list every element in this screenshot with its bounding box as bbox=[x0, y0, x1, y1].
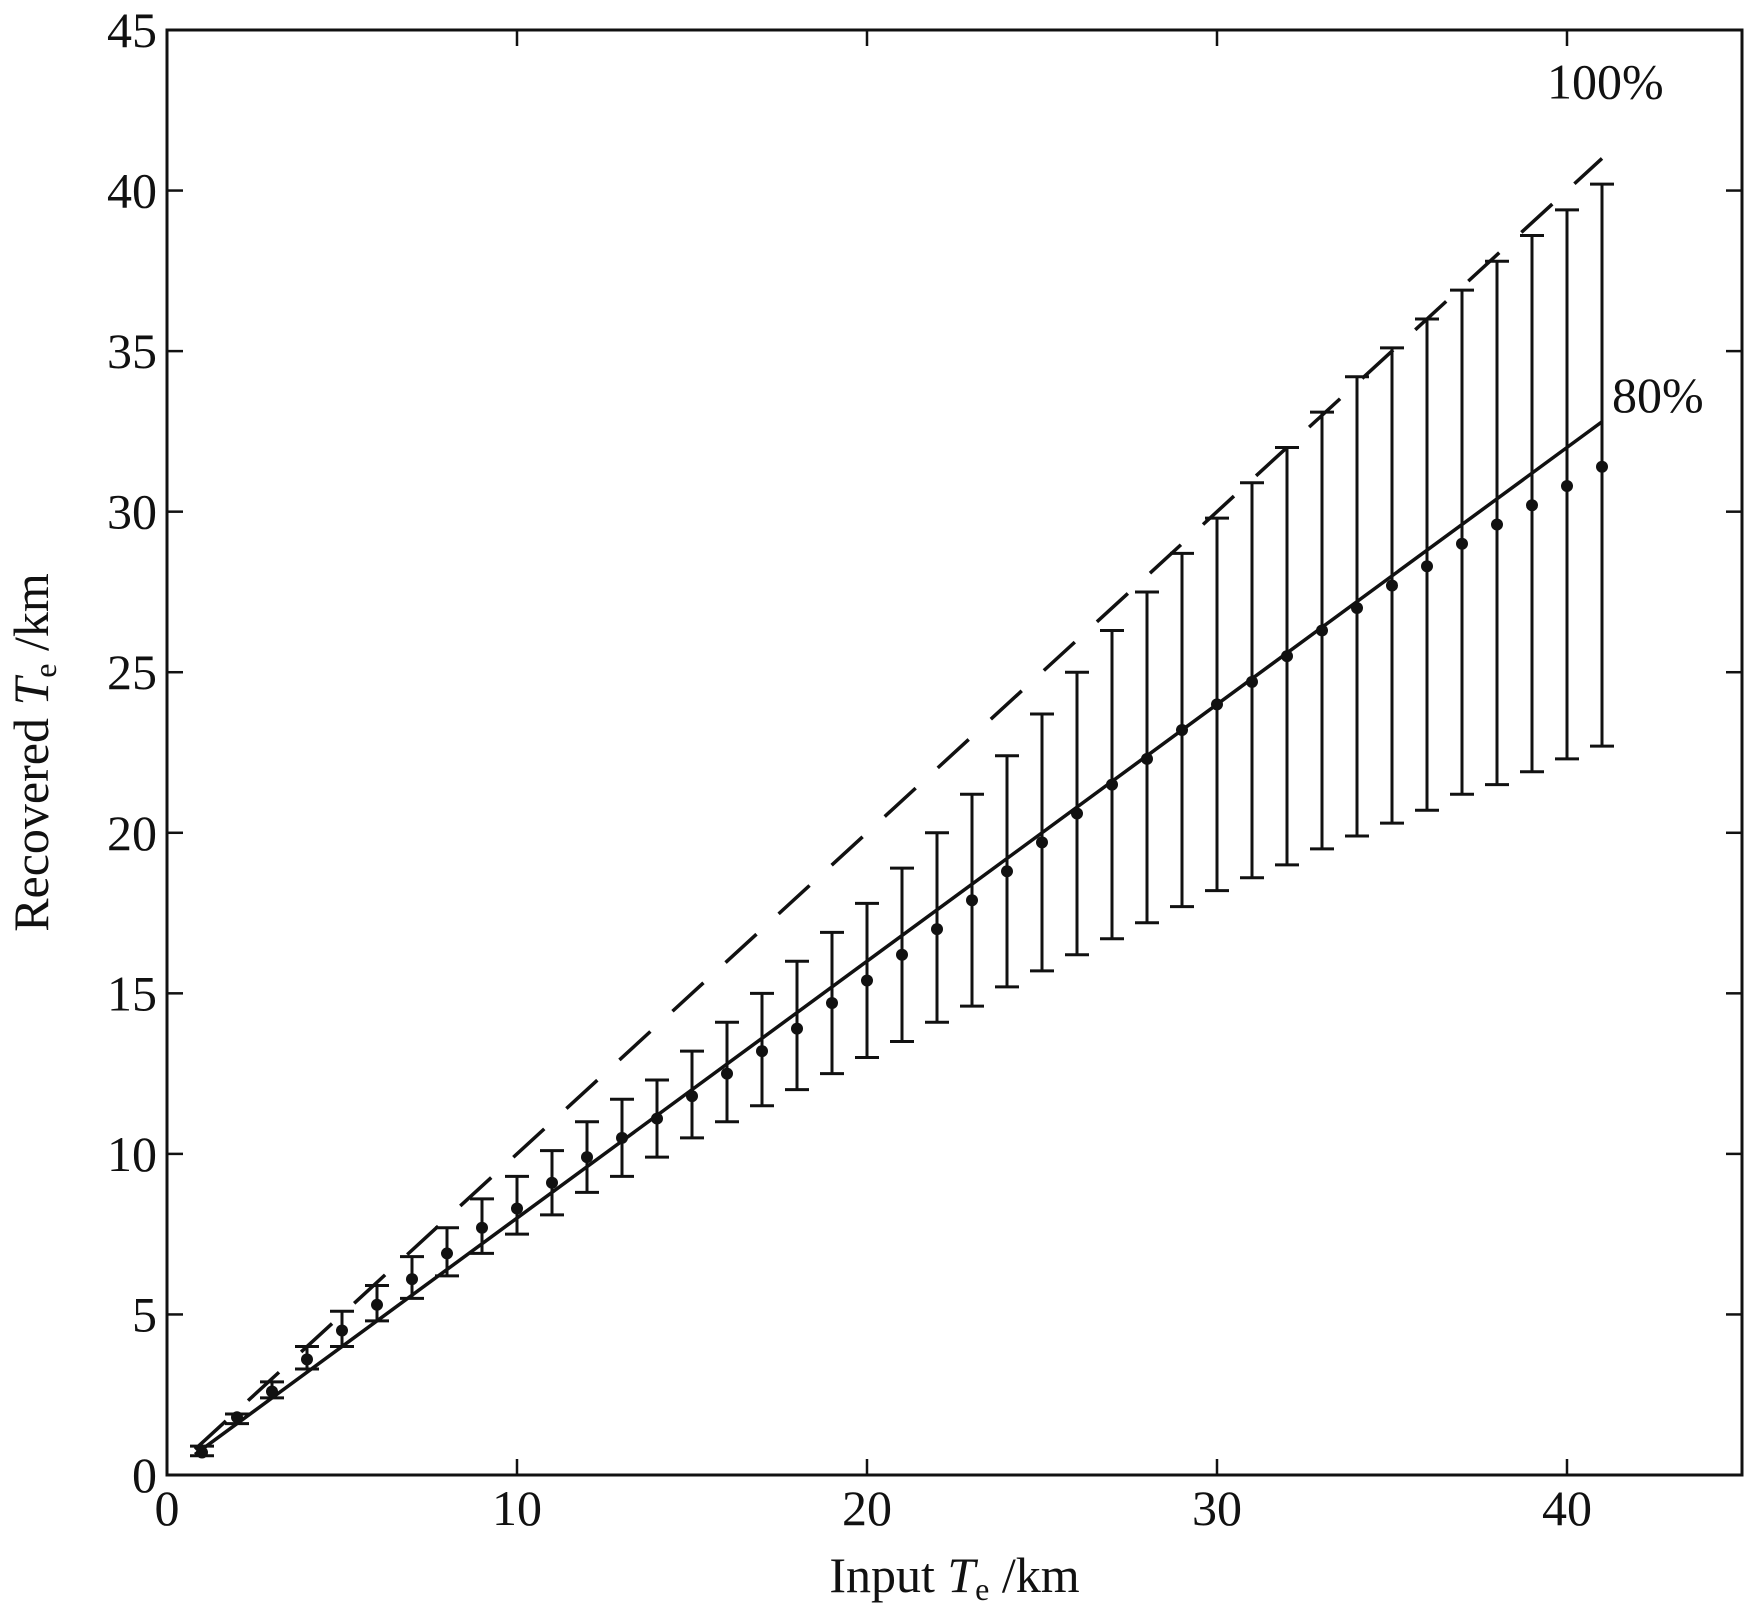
data-point-31 bbox=[1246, 675, 1258, 688]
data-point-34 bbox=[1351, 602, 1363, 614]
y-tick-label-35: 35 bbox=[107, 323, 157, 379]
y-tick-label-40: 40 bbox=[107, 163, 157, 219]
reference-label-80pct: 80% bbox=[1612, 367, 1704, 423]
data-point-26 bbox=[1071, 807, 1083, 820]
data-point-35 bbox=[1386, 579, 1398, 592]
reference-lines bbox=[193, 157, 1604, 1456]
error-bars bbox=[190, 182, 1614, 1458]
y-tick-label-0: 0 bbox=[132, 1447, 157, 1503]
data-point-27 bbox=[1106, 778, 1118, 791]
x-tick-label-30: 30 bbox=[1192, 1480, 1242, 1536]
data-point-30 bbox=[1211, 698, 1223, 711]
data-point-6 bbox=[371, 1298, 383, 1311]
data-point-19 bbox=[826, 996, 838, 1009]
data-point-15 bbox=[686, 1090, 698, 1103]
x-tick-label-20: 20 bbox=[842, 1480, 892, 1536]
data-point-33 bbox=[1316, 624, 1328, 637]
data-point-39 bbox=[1526, 499, 1538, 512]
data-point-16 bbox=[721, 1067, 733, 1080]
reference-line-100pct bbox=[193, 157, 1604, 1451]
y-axis-ticks: 0 5 10 15 20 25 30 35 40 45 bbox=[107, 2, 1742, 1503]
data-point-18 bbox=[791, 1022, 803, 1035]
plot-frame bbox=[165, 28, 1744, 1477]
x-tick-label-10: 10 bbox=[492, 1480, 542, 1536]
y-axis-label: Recovered Te /km bbox=[3, 573, 63, 932]
y-tick-label-45: 45 bbox=[107, 2, 157, 58]
data-point-17 bbox=[756, 1045, 768, 1058]
data-point-8 bbox=[441, 1247, 453, 1260]
y-tick-label-15: 15 bbox=[107, 965, 157, 1021]
data-point-9 bbox=[476, 1221, 488, 1234]
y-tick-label-25: 25 bbox=[107, 644, 157, 700]
data-point-21 bbox=[896, 948, 908, 961]
data-point-1 bbox=[196, 1446, 208, 1459]
reference-line-labels: 100% 80% bbox=[1547, 53, 1704, 422]
data-point-20 bbox=[861, 974, 873, 987]
data-point-25 bbox=[1036, 836, 1048, 849]
data-point-12 bbox=[581, 1151, 593, 1164]
data-point-29 bbox=[1176, 724, 1188, 737]
data-point-5 bbox=[336, 1324, 348, 1337]
x-tick-label-40: 40 bbox=[1542, 1480, 1592, 1536]
data-point-11 bbox=[546, 1176, 558, 1189]
reference-line-80pct bbox=[193, 420, 1604, 1456]
data-point-23 bbox=[966, 894, 978, 907]
data-point-38 bbox=[1491, 518, 1503, 531]
data-point-37 bbox=[1456, 537, 1468, 550]
x-tick-label-0: 0 bbox=[155, 1480, 180, 1536]
data-point-40 bbox=[1561, 479, 1573, 492]
y-tick-label-10: 10 bbox=[107, 1126, 157, 1182]
reference-label-100pct: 100% bbox=[1547, 53, 1664, 109]
data-point-2 bbox=[231, 1411, 243, 1424]
data-point-28 bbox=[1141, 752, 1153, 765]
x-axis-ticks: 0 10 20 30 40 bbox=[155, 30, 1592, 1536]
y-tick-label-5: 5 bbox=[132, 1286, 157, 1342]
y-tick-label-20: 20 bbox=[107, 805, 157, 861]
data-point-14 bbox=[651, 1112, 663, 1125]
data-point-22 bbox=[931, 923, 943, 936]
data-points bbox=[196, 460, 1608, 1459]
data-point-7 bbox=[406, 1273, 418, 1286]
data-point-41 bbox=[1596, 460, 1608, 473]
data-point-32 bbox=[1281, 650, 1293, 663]
data-point-36 bbox=[1421, 560, 1433, 573]
data-point-3 bbox=[266, 1385, 278, 1398]
x-axis-label: Input Te /km bbox=[829, 1547, 1079, 1607]
y-tick-label-30: 30 bbox=[107, 484, 157, 540]
data-point-13 bbox=[616, 1131, 628, 1144]
data-point-4 bbox=[301, 1353, 313, 1366]
data-point-10 bbox=[511, 1202, 523, 1215]
data-point-24 bbox=[1001, 865, 1013, 878]
